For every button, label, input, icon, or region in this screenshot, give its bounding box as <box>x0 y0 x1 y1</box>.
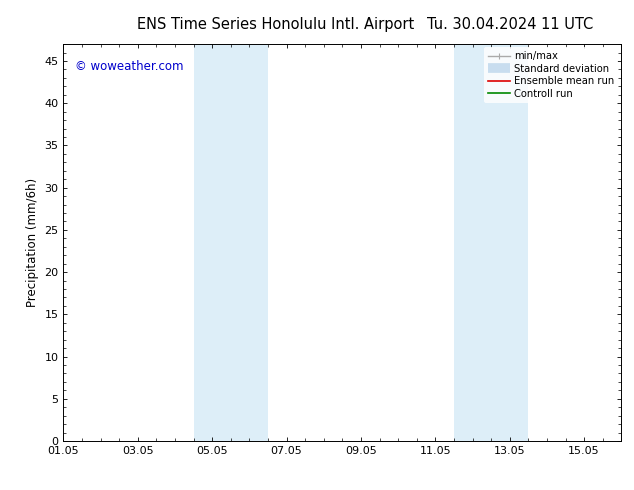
Y-axis label: Precipitation (mm/6h): Precipitation (mm/6h) <box>26 178 39 307</box>
Bar <box>454 44 528 441</box>
Legend: min/max, Standard deviation, Ensemble mean run, Controll run: min/max, Standard deviation, Ensemble me… <box>484 47 618 102</box>
Bar <box>193 44 268 441</box>
Text: © woweather.com: © woweather.com <box>75 60 183 73</box>
Text: ENS Time Series Honolulu Intl. Airport: ENS Time Series Honolulu Intl. Airport <box>137 17 414 32</box>
Text: Tu. 30.04.2024 11 UTC: Tu. 30.04.2024 11 UTC <box>427 17 593 32</box>
